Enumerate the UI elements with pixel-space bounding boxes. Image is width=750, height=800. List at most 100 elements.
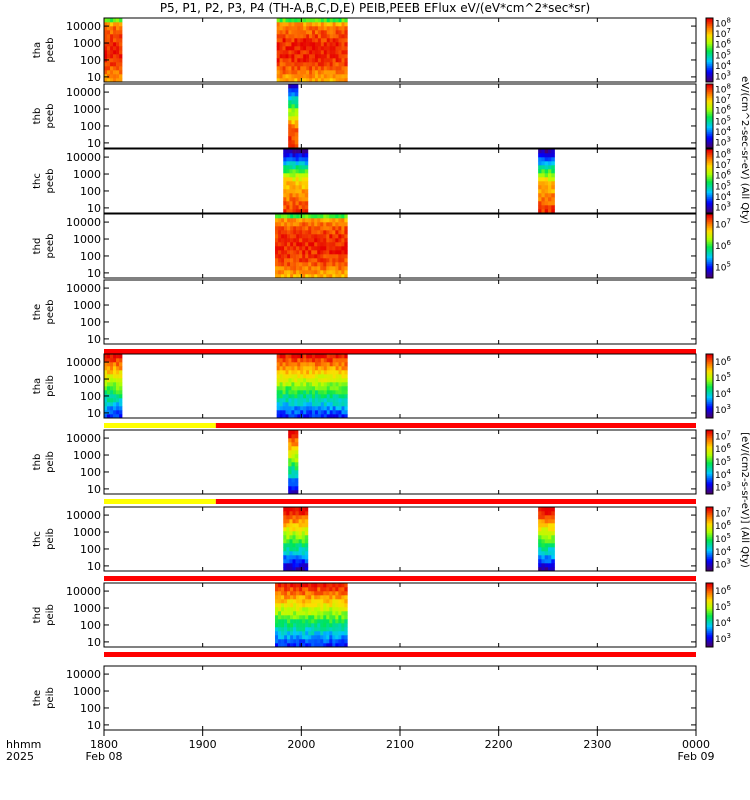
- spectrogram-cell: [294, 132, 299, 137]
- spectrogram-cell: [323, 58, 328, 63]
- spectrogram-cell: [304, 567, 309, 572]
- spectrogram-cell: [314, 398, 319, 403]
- spectrogram-cell: [296, 242, 300, 247]
- spectrogram-cell: [298, 527, 303, 532]
- spectrogram-cell: [289, 551, 293, 556]
- spectrogram-cell: [551, 173, 555, 178]
- spectrogram-cell: [341, 214, 345, 219]
- spectrogram-cell: [283, 543, 287, 548]
- panel-frame: [103, 429, 697, 495]
- spectrogram-cell: [541, 515, 546, 520]
- spectrogram-cell: [320, 254, 324, 259]
- spectrogram-cell: [285, 366, 289, 371]
- spectrogram-cell: [308, 258, 312, 263]
- spectrogram-cell: [283, 185, 287, 190]
- spectrogram-cell: [299, 587, 303, 592]
- spectrogram-cell: [287, 611, 291, 616]
- spectrogram-cell: [541, 535, 546, 540]
- spectrogram-cell: [283, 173, 287, 178]
- spectrogram-cell: [116, 62, 120, 67]
- colorbar-cell: [706, 390, 713, 393]
- spectrogram-cell: [541, 197, 546, 202]
- colorbar-cell: [706, 394, 713, 397]
- panel-frame: [103, 506, 697, 572]
- colorbar-cell: [706, 537, 713, 540]
- spectrogram-cell: [295, 173, 299, 178]
- spectrogram-cell: [303, 42, 307, 47]
- spectrogram-cell: [309, 26, 313, 31]
- spectrogram-cell: [292, 189, 296, 194]
- spectrogram-cell: [281, 222, 285, 227]
- spectrogram-cell: [297, 58, 301, 63]
- spectrogram-cell: [107, 414, 111, 419]
- spectrogram-cell: [113, 374, 117, 379]
- spectrogram-cell: [294, 66, 298, 71]
- spectrogram-cell: [278, 587, 282, 592]
- spectrogram-cell: [293, 234, 297, 239]
- spectrogram-cell: [338, 623, 342, 628]
- spectrogram-cell: [304, 523, 309, 528]
- spectrogram-cell: [305, 258, 309, 263]
- spectrogram-cell: [296, 587, 300, 592]
- spectrogram-cell: [538, 539, 542, 544]
- spectrogram-cell: [300, 70, 304, 75]
- spectrogram-cell: [284, 615, 288, 620]
- spectrogram-cell: [323, 358, 328, 363]
- spectrogram-cell: [306, 34, 310, 39]
- spectrogram-cell: [299, 603, 303, 608]
- spectrogram-cell: [119, 410, 123, 415]
- spectrogram-cell: [326, 366, 330, 371]
- spectrogram-cell: [341, 62, 345, 67]
- spectrogram-cell: [329, 615, 333, 620]
- spectrogram-cell: [544, 567, 549, 572]
- spectrogram-cell: [288, 462, 292, 467]
- spectrogram-cell: [308, 222, 312, 227]
- y-tick-label: 10000: [66, 282, 101, 295]
- spectrogram-cell: [278, 234, 282, 239]
- spectrogram-cell: [338, 18, 342, 23]
- y-tick-label: 1000: [73, 168, 101, 181]
- spectrogram-cell: [312, 354, 316, 359]
- spectrogram-cell: [116, 354, 120, 359]
- spectrogram-cell: [298, 181, 303, 186]
- spectrogram-cell: [282, 398, 286, 403]
- spectrogram-cell: [281, 603, 285, 608]
- spectrogram-cell: [344, 611, 348, 616]
- y-tick-label: 100: [80, 185, 101, 198]
- spectrogram-cell: [341, 394, 345, 399]
- spectrogram-cell: [326, 238, 330, 243]
- spectrogram-cell: [548, 563, 552, 568]
- spectrogram-cell: [289, 185, 293, 190]
- colorbar-cell: [706, 543, 713, 546]
- spectrogram-cell: [116, 70, 120, 75]
- spectrogram-cell: [317, 254, 321, 259]
- spectrogram-cell: [104, 362, 108, 367]
- spectrogram-cell: [300, 66, 304, 71]
- colorbar-cell: [706, 72, 713, 75]
- spectrogram-cell: [104, 74, 108, 79]
- colorbar-frame: [705, 429, 714, 495]
- spectrogram-cell: [289, 169, 293, 174]
- x-axis-prefix-hhmm: hhmm: [6, 738, 41, 751]
- spectrogram-cell: [279, 46, 283, 51]
- spectrogram-cell: [301, 531, 306, 536]
- spectrogram-cell: [104, 70, 108, 75]
- spectrogram-cell: [275, 607, 279, 612]
- spectrogram-cell: [290, 595, 294, 600]
- colorbar-cell: [706, 569, 713, 572]
- spectrogram-cell: [287, 583, 291, 588]
- spectrogram-cell: [538, 201, 542, 206]
- spectrogram-cell: [294, 370, 298, 375]
- spectrogram-cell: [291, 124, 296, 129]
- spectrogram-cell: [275, 218, 279, 223]
- spectrogram-cell: [296, 583, 300, 588]
- spectrogram-cell: [284, 218, 288, 223]
- spectrogram-cell: [311, 218, 315, 223]
- colorbar-cell: [706, 607, 713, 610]
- colorbar-cell: [706, 593, 713, 596]
- spectrogram-cell: [291, 382, 295, 387]
- spectrogram-cell: [341, 402, 345, 407]
- spectrogram-cell: [329, 22, 333, 27]
- spectrogram-cell: [282, 390, 286, 395]
- spectrogram-cell: [335, 603, 339, 608]
